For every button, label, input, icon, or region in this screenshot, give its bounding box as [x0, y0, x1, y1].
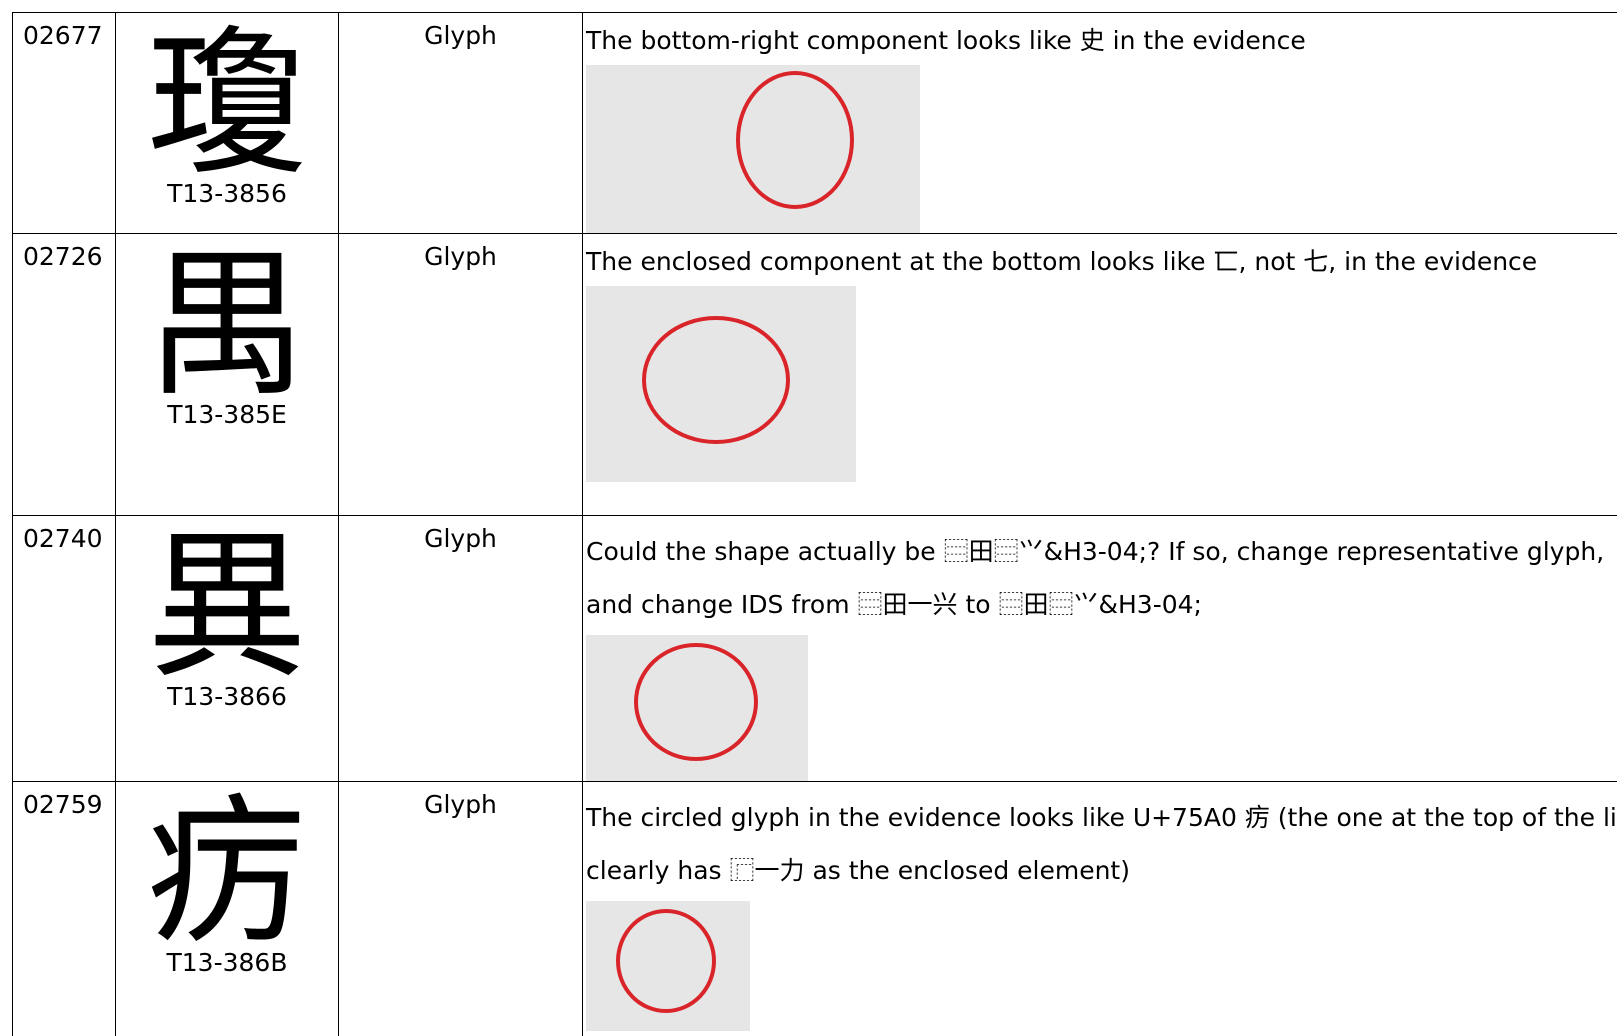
- row: 02677 瓊 T13-3856 Glyph The bottom-right c…: [12, 12, 1617, 234]
- comment: The bottom-right component looks like 史 …: [586, 26, 1306, 55]
- type-cell: Glyph: [338, 12, 583, 234]
- source: T13-386B: [166, 948, 288, 977]
- evidence-image: [586, 901, 750, 1031]
- id: 02740: [23, 524, 103, 553]
- type-cell: Glyph: [338, 781, 583, 1036]
- type-cell: Glyph: [338, 515, 583, 782]
- id: 02677: [23, 21, 103, 50]
- comment-cell: The bottom-right component looks like 史 …: [582, 12, 1617, 234]
- review-table: 02677 瓊 T13-3856 Glyph The bottom-right c…: [12, 12, 1617, 1036]
- evidence-image: [586, 635, 808, 781]
- comment-cell: Could the shape actually be ⿳田⿳⺍&H3-04;?…: [582, 515, 1617, 782]
- id-cell: 02759: [12, 781, 116, 1036]
- type: Glyph: [424, 524, 497, 553]
- id-cell: 02677: [12, 12, 116, 234]
- row: 02759 疠 T13-386B Glyph The circled glyph …: [12, 781, 1617, 1036]
- row: 02726 禺 T13-385E Glyph The enclosed compo…: [12, 233, 1617, 516]
- evidence-image: [586, 286, 856, 482]
- glyph-cell: 疠 T13-386B: [115, 781, 339, 1036]
- comment: The circled glyph in the evidence looks …: [586, 803, 1617, 885]
- comment: Could the shape actually be ⿳田⿳⺍&H3-04;?…: [586, 537, 1605, 619]
- glyph: 疠: [146, 781, 307, 966]
- type: Glyph: [424, 790, 497, 819]
- id: 02759: [23, 790, 103, 819]
- row: 02740 異 T13-3866 Glyph Could the shape ac…: [12, 515, 1617, 782]
- id-cell: 02726: [12, 233, 116, 516]
- comment: The enclosed component at the bottom loo…: [586, 247, 1538, 276]
- glyph-cell: 異 T13-3866: [115, 515, 339, 782]
- comment-cell: The enclosed component at the bottom loo…: [582, 233, 1617, 516]
- type: Glyph: [424, 242, 497, 271]
- evidence-image: [586, 65, 920, 233]
- type-cell: Glyph: [338, 233, 583, 516]
- source: T13-385E: [167, 400, 287, 429]
- glyph-cell: 瓊 T13-3856: [115, 12, 339, 234]
- comment-cell: The circled glyph in the evidence looks …: [582, 781, 1617, 1036]
- glyph-cell: 禺 T13-385E: [115, 233, 339, 516]
- source: T13-3856: [167, 179, 287, 208]
- id: 02726: [23, 242, 103, 271]
- glyph: 瓊: [146, 12, 307, 197]
- glyph: 異: [146, 515, 307, 700]
- source: T13-3866: [167, 682, 287, 711]
- glyph: 禺: [146, 233, 307, 418]
- id-cell: 02740: [12, 515, 116, 782]
- type: Glyph: [424, 21, 497, 50]
